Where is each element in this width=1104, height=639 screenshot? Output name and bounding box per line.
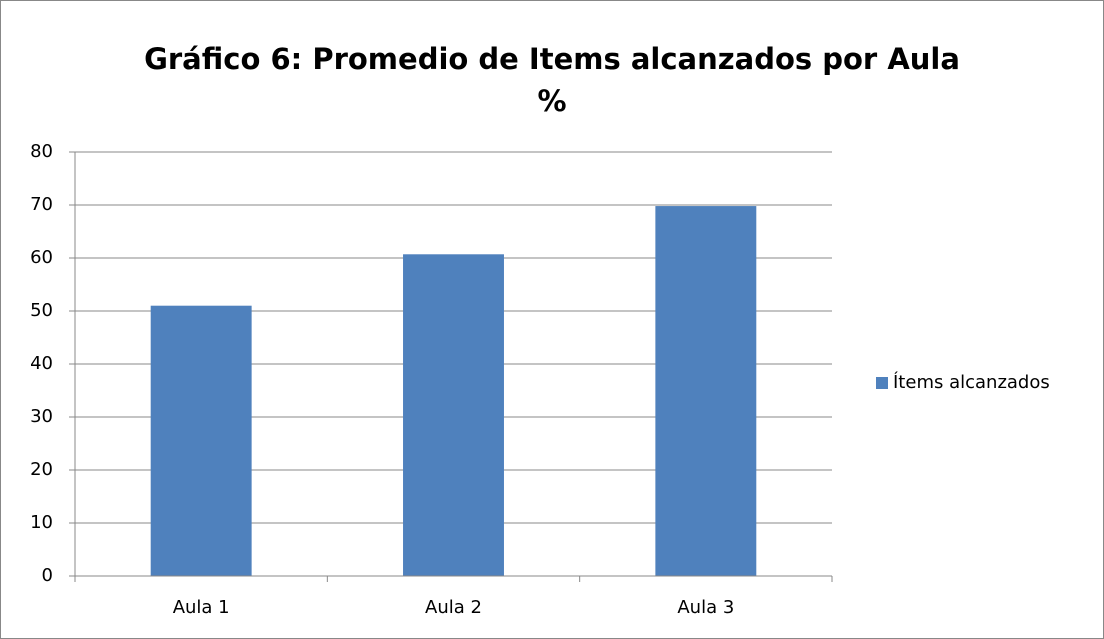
x-tick-label: Aula 2 bbox=[425, 597, 482, 618]
bar bbox=[655, 206, 757, 576]
y-tick-label: 0 bbox=[42, 565, 53, 586]
y-tick-label: 30 bbox=[30, 406, 53, 427]
x-tick-label: Aula 1 bbox=[173, 597, 230, 618]
y-tick-label: 70 bbox=[30, 194, 53, 215]
y-tick-label: 40 bbox=[30, 353, 53, 374]
y-tick-label: 80 bbox=[30, 141, 53, 162]
chart-title: Gráfico 6: Promedio de Items alcanzados … bbox=[144, 42, 960, 118]
y-tick-label: 50 bbox=[30, 300, 53, 321]
y-tick-label: 20 bbox=[30, 459, 53, 480]
x-tick-label: Aula 3 bbox=[677, 597, 734, 618]
legend-label: Ítems alcanzados bbox=[893, 371, 1050, 393]
y-tick-label: 10 bbox=[30, 512, 53, 533]
y-tick-label: 60 bbox=[30, 247, 53, 268]
bar bbox=[403, 254, 504, 577]
legend-swatch bbox=[876, 377, 888, 389]
bar bbox=[150, 305, 252, 576]
